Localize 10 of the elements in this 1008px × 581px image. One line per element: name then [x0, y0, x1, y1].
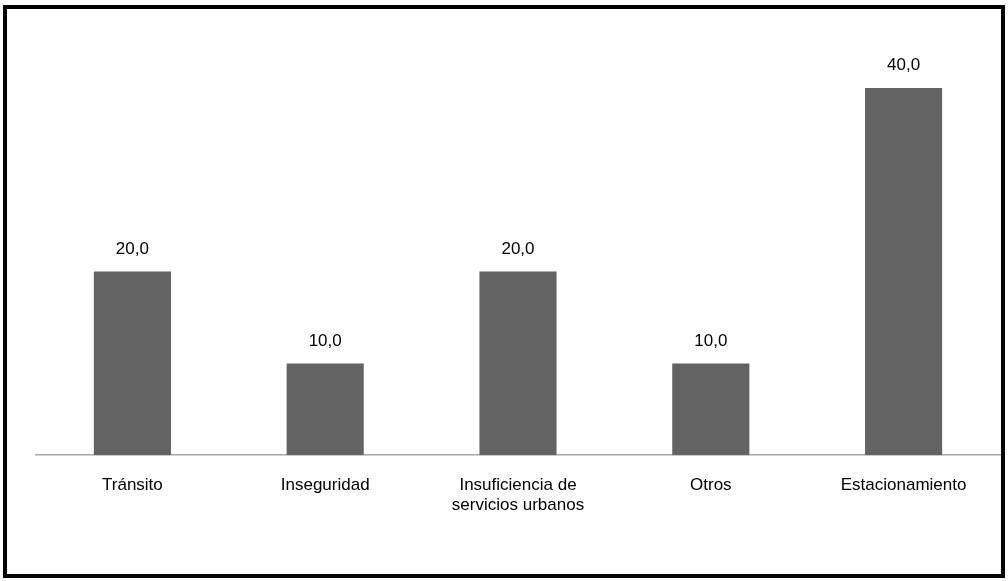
data-label: 10,0 — [308, 330, 342, 350]
x-tick-label: Otros — [690, 475, 732, 495]
data-label: 10,0 — [694, 330, 728, 350]
data-label: 20,0 — [115, 238, 149, 258]
x-tick-label: Insuficiencia de servicios urbanos — [451, 475, 585, 515]
data-label: 40,0 — [887, 55, 921, 75]
x-tick-label: Tránsito — [102, 475, 163, 495]
x-tick-label: Estacionamiento — [840, 475, 967, 495]
data-label: 20,0 — [501, 238, 535, 258]
x-tick-label: Inseguridad — [280, 475, 370, 495]
